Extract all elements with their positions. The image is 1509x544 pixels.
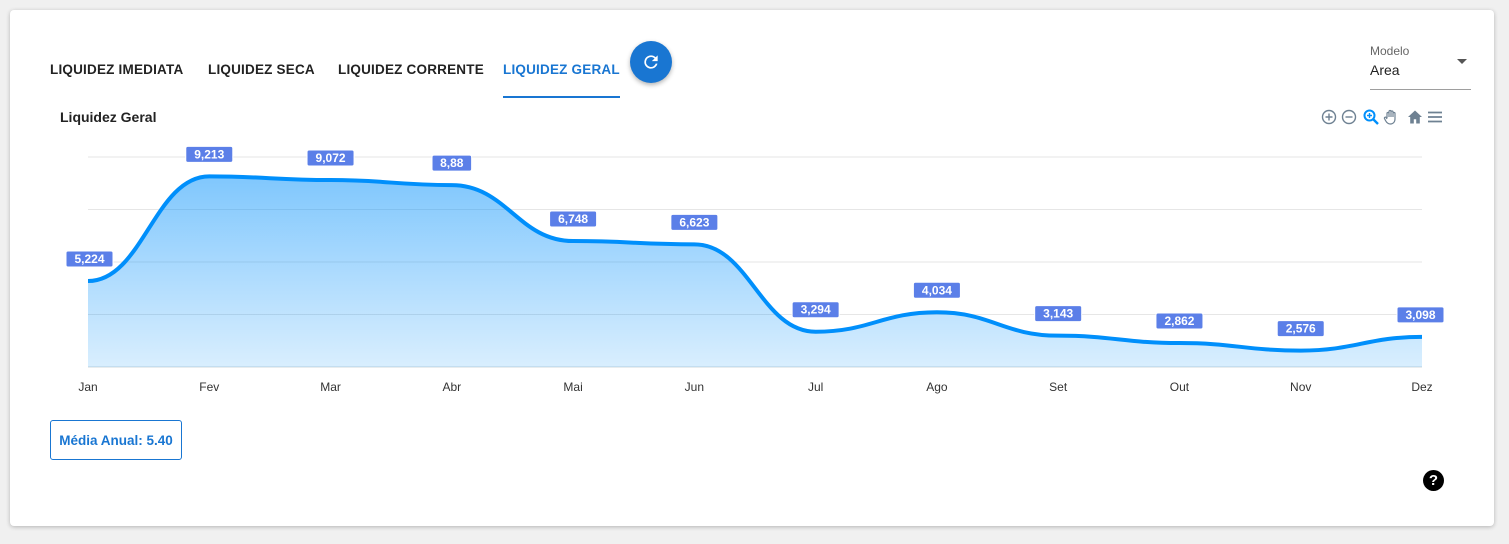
x-tick-label: Jun [685,380,704,394]
tab-liquidez-geral[interactable]: LIQUIDEZ GERAL [503,46,620,98]
data-label: 9,213 [185,145,234,163]
x-tick-label: Fev [199,380,219,394]
tab-liquidez-corrente[interactable]: LIQUIDEZ CORRENTE [338,62,484,77]
chart-title: Liquidez Geral [60,109,157,125]
series-line [87,174,1423,353]
data-label-text: 3,143 [1043,307,1073,321]
selection-zoom-icon[interactable] [1362,108,1380,126]
data-label-box [670,213,719,231]
data-label-text: 6,748 [558,212,588,226]
series-area [88,176,1422,367]
x-tick-label: Jan [78,380,97,394]
data-label: 5,224 [65,250,114,268]
zoom-in-icon[interactable] [1320,108,1338,126]
data-label: 3,294 [791,301,840,319]
data-label: 2,576 [1276,320,1325,338]
x-tick-label: Mai [563,380,582,394]
home-icon[interactable] [1406,108,1424,126]
model-select-value: Area [1370,62,1400,78]
data-label-text: 9,072 [316,151,346,165]
x-tick-label: Nov [1290,380,1311,394]
x-tick-label: Mar [320,380,341,394]
x-tick-label: Dez [1411,380,1432,394]
data-label-box [549,210,598,228]
data-label-text: 6,623 [679,215,709,229]
help-icon[interactable]: ? [1423,470,1444,491]
x-tick-label: Abr [442,380,461,394]
data-label-box [1276,320,1325,338]
data-label-text: 5,224 [74,252,104,266]
model-select[interactable]: Modelo Area [1370,42,1471,90]
data-label-text: 3,098 [1405,308,1435,322]
data-label: 4,034 [912,281,961,299]
refresh-button[interactable] [630,41,672,83]
data-label-text: 3,294 [801,303,831,317]
model-select-label: Modelo [1370,44,1410,58]
zoom-out-icon[interactable] [1340,108,1358,126]
data-label: 9,072 [306,149,355,167]
menu-icon[interactable] [1426,108,1444,126]
x-tick-label: Set [1049,380,1068,394]
data-labels: 5,224 9,213 9,072 8,88 6,748 6,623 3,294 4,034 3… [65,145,1445,338]
data-label-text: 8,88 [440,156,464,170]
area-chart: 5,224 9,213 9,072 8,88 6,748 6,623 3,294 4,034 3… [65,145,1445,394]
x-tick-label: Ago [926,380,948,394]
annual-average-badge: Média Anual: 5.40 [50,420,182,460]
data-label: 6,623 [670,213,719,231]
data-label-box [185,145,234,163]
tab-liquidez-imediata[interactable]: LIQUIDEZ IMEDIATA [50,62,184,77]
data-label: 2,862 [1155,312,1204,330]
data-label: 3,143 [1034,305,1083,323]
data-label-box [306,149,355,167]
data-label-text: 4,034 [922,283,952,297]
data-label-text: 2,862 [1164,314,1194,328]
dropdown-arrow-icon [1457,59,1467,64]
data-label-text: 2,576 [1286,322,1316,336]
x-tick-label: Jul [808,380,823,394]
x-axis: Jan Fev Mar Abr Mai Jun Jul Ago Set Out Nov Dez [78,380,1432,394]
data-label: 8,88 [431,154,473,172]
tab-liquidez-seca[interactable]: LIQUIDEZ SECA [208,62,315,77]
data-label: 3,098 [1396,306,1445,324]
data-label-box [912,281,961,299]
data-label-box [65,250,114,268]
data-label-box [1034,305,1083,323]
pan-hand-icon[interactable] [1382,108,1400,126]
data-label-box [431,154,473,172]
data-label-box [1396,306,1445,324]
data-label-text: 9,213 [194,147,224,161]
data-label-box [791,301,840,319]
refresh-icon [644,55,658,69]
chart-card: LIQUIDEZ IMEDIATA LIQUIDEZ SECA LIQUIDEZ… [10,10,1494,526]
data-label: 6,748 [549,210,598,228]
data-label-box [1155,312,1204,330]
x-tick-label: Out [1170,380,1190,394]
